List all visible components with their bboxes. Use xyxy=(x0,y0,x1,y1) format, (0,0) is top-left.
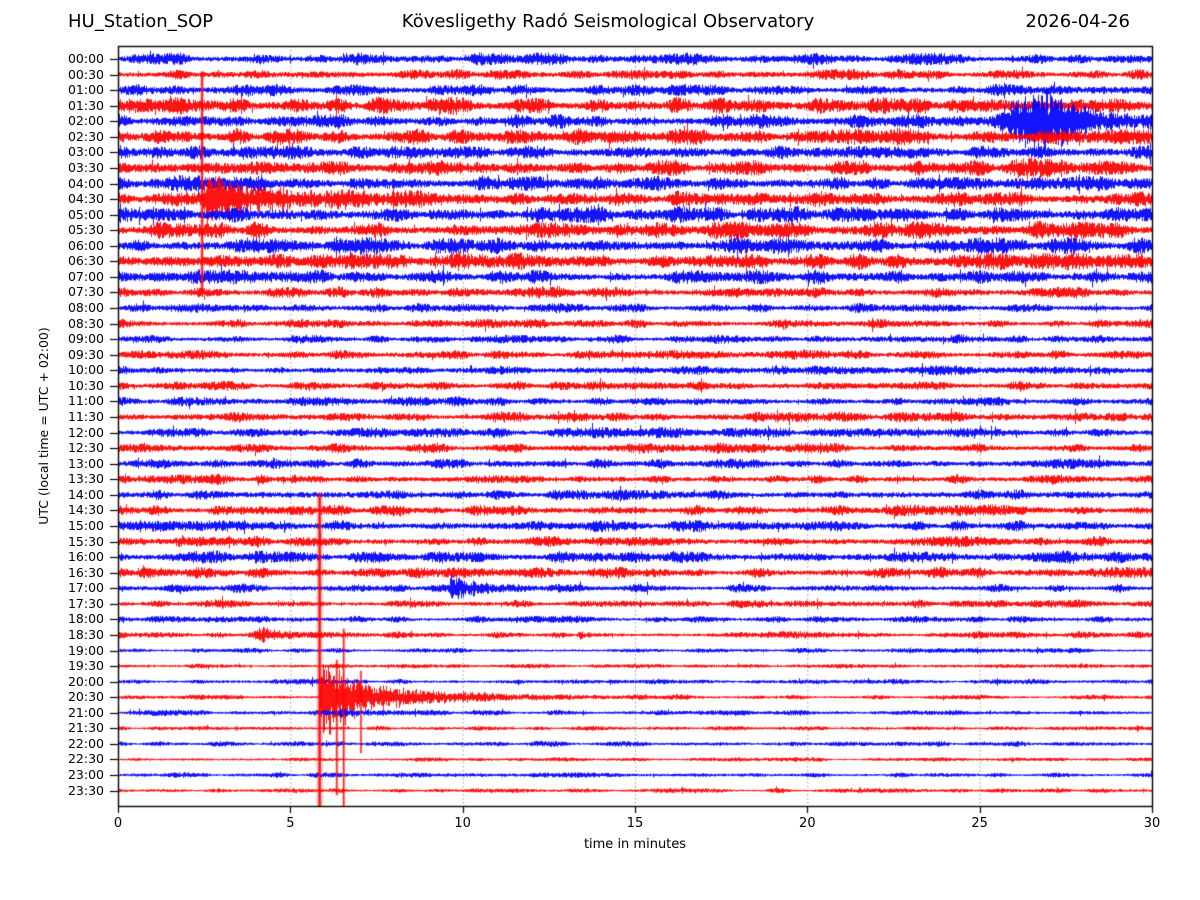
row-time-label: 23:00 xyxy=(67,767,104,783)
row-time-label: 11:00 xyxy=(67,393,104,409)
row-time-label: 17:00 xyxy=(67,580,104,596)
row-time-label: 20:00 xyxy=(67,673,104,689)
row-time-label: 09:00 xyxy=(67,331,104,347)
row-time-label: 12:00 xyxy=(67,424,104,440)
date-label: 2026-04-26 xyxy=(1025,11,1130,32)
x-tick-label: 30 xyxy=(1143,816,1161,831)
row-time-label: 12:30 xyxy=(67,440,104,456)
row-time-label: 15:30 xyxy=(67,533,104,549)
row-time-label: 17:30 xyxy=(67,595,104,611)
row-time-label: 13:00 xyxy=(67,455,104,471)
row-time-label: 08:30 xyxy=(67,315,104,331)
row-time-label: 18:00 xyxy=(67,611,104,627)
row-time-label: 09:30 xyxy=(67,346,104,362)
row-time-label: 00:00 xyxy=(67,51,104,66)
row-time-label: 07:00 xyxy=(67,268,104,284)
row-time-label: 10:00 xyxy=(67,362,104,378)
row-time-label: 06:30 xyxy=(67,253,104,269)
row-time-label: 06:00 xyxy=(67,237,104,253)
row-time-label: 03:00 xyxy=(67,144,104,160)
row-time-label: 18:30 xyxy=(67,626,104,642)
row-time-label: 16:00 xyxy=(67,549,104,565)
row-time-label: 03:30 xyxy=(67,159,104,175)
row-time-label: 20:30 xyxy=(67,689,104,705)
row-time-label: 04:00 xyxy=(67,175,104,191)
observatory-title: Kövesligethy Radó Seismological Observat… xyxy=(401,11,815,32)
x-tick-label: 20 xyxy=(799,816,816,831)
row-time-label: 01:30 xyxy=(67,97,104,113)
row-time-label: 08:00 xyxy=(67,300,104,316)
row-time-label: 19:00 xyxy=(67,642,104,658)
row-time-label: 04:30 xyxy=(67,191,104,207)
station-title: HU_Station_SOP xyxy=(68,11,214,32)
row-time-label: 07:30 xyxy=(67,284,104,300)
x-tick-label: 10 xyxy=(454,816,471,831)
row-time-label: 23:30 xyxy=(67,782,104,798)
row-time-label: 15:00 xyxy=(67,517,104,533)
x-tick-label: 15 xyxy=(626,816,644,831)
row-time-label: 22:30 xyxy=(67,751,104,767)
row-time-label: 14:30 xyxy=(67,502,104,518)
row-time-label: 11:30 xyxy=(67,409,104,425)
row-time-label: 02:00 xyxy=(67,113,104,129)
x-tick-label: 5 xyxy=(286,816,295,831)
row-time-label: 13:30 xyxy=(67,471,104,487)
row-time-label: 14:00 xyxy=(67,486,104,502)
row-time-label: 19:30 xyxy=(67,658,104,674)
x-axis-label: time in minutes xyxy=(583,837,687,852)
row-time-label: 10:30 xyxy=(67,377,104,393)
row-time-label: 00:30 xyxy=(67,66,104,82)
row-time-label: 05:30 xyxy=(67,222,104,238)
row-time-label: 22:00 xyxy=(67,735,104,751)
row-time-label: 05:00 xyxy=(67,206,104,222)
row-time-label: 21:00 xyxy=(67,704,104,720)
row-time-label: 01:00 xyxy=(67,82,104,98)
row-time-label: 16:30 xyxy=(67,564,104,580)
row-time-label: 02:30 xyxy=(67,128,104,144)
x-tick-label: 25 xyxy=(971,816,988,831)
x-tick-label: 0 xyxy=(113,816,123,831)
row-time-label: 21:30 xyxy=(67,720,104,736)
